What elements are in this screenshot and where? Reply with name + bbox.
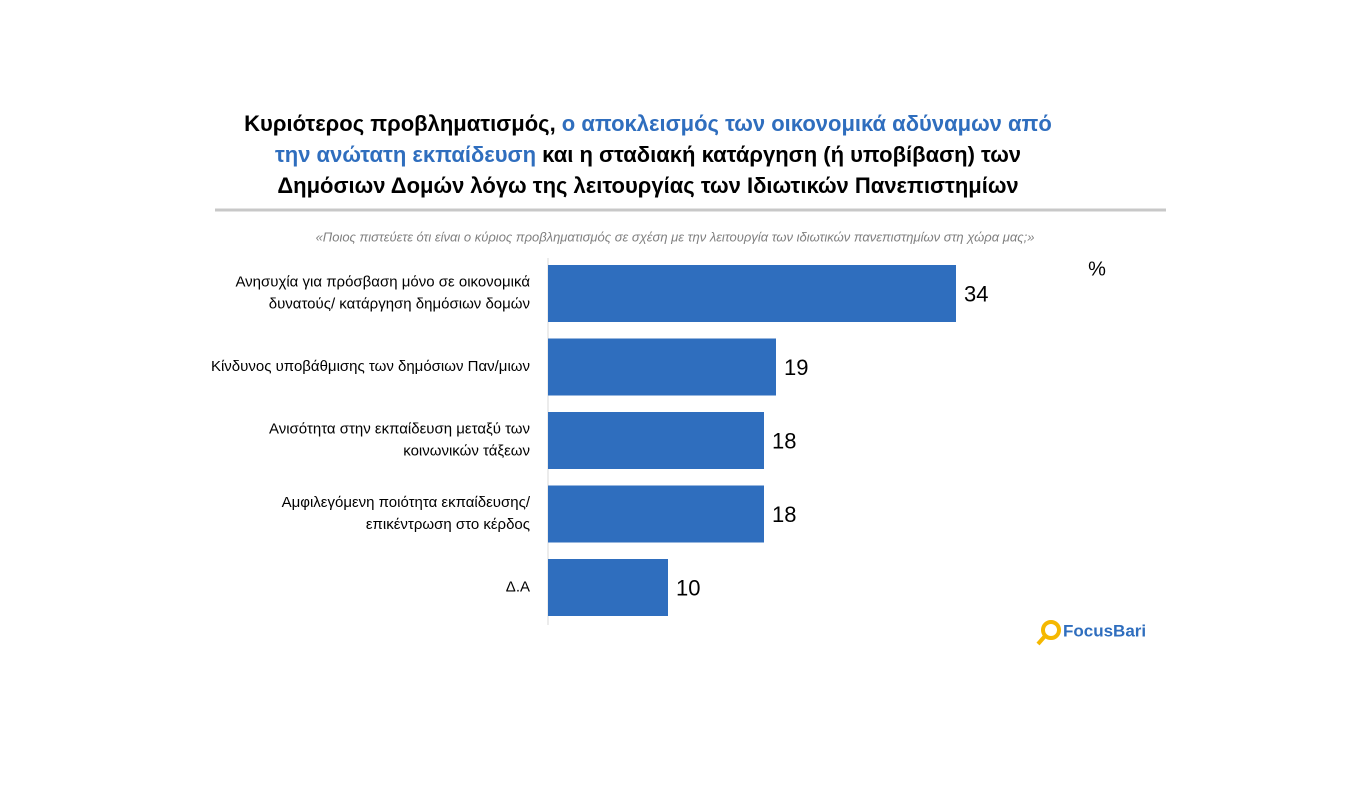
category-label: Δ.Α [506, 578, 530, 595]
value-label: 10 [676, 575, 700, 600]
value-label: 19 [784, 355, 808, 380]
value-label: 18 [772, 428, 796, 453]
bar [548, 338, 776, 396]
chart-title-line: Δημόσιων Δομών λόγω της λειτουργίας των … [277, 173, 1018, 198]
category-label: δυνατούς/ κατάργηση δημόσιων δομών [269, 295, 530, 312]
chart-title-segment: Κυριότερος προβληματισμός, [244, 111, 562, 136]
category-label: επικέντρωση στο κέρδος [366, 516, 530, 533]
bar [548, 265, 956, 322]
value-label: 18 [772, 502, 796, 527]
chart-title-segment: ο αποκλεισμός των οικονομικά αδύναμων απ… [562, 111, 1052, 136]
subtitle: «Ποιος πιστεύετε ότι είναι ο κύριος προβ… [316, 229, 1035, 244]
logo-icon-handle [1036, 634, 1047, 646]
category-label: Ανισότητα στην εκπαίδευση μεταξύ των [269, 420, 530, 437]
category-label: Ανησυχία για πρόσβαση μόνο σε οικονομικά [235, 273, 530, 290]
category-label: κοινωνικών τάξεων [403, 442, 530, 459]
bar [548, 559, 668, 616]
category-label: Αμφιλεγόμενη ποιότητα εκπαίδευσης/ [282, 494, 531, 511]
chart-title-segment: Δημόσιων Δομών λόγω της λειτουργίας των … [277, 173, 1018, 198]
bar [548, 485, 764, 543]
chart-title-segment: την ανώτατη εκπαίδευση [275, 142, 536, 167]
value-label: 34 [964, 281, 988, 306]
logo-icon [1041, 620, 1061, 640]
logo: FocusBari [1036, 620, 1146, 646]
chart-title-segment: και η σταδιακή κατάργηση (ή υποβίβαση) τ… [536, 142, 1021, 167]
category-label: Κίνδυνος υποβάθμισης των δημόσιων Παν/μι… [211, 358, 530, 375]
unit-label: % [1088, 258, 1106, 280]
logo-text: FocusBari [1063, 621, 1146, 640]
chart-title-line: την ανώτατη εκπαίδευση και η σταδιακή κα… [275, 142, 1021, 167]
bar [548, 412, 764, 469]
chart-title-line: Κυριότερος προβληματισμός, ο αποκλεισμός… [244, 111, 1052, 136]
